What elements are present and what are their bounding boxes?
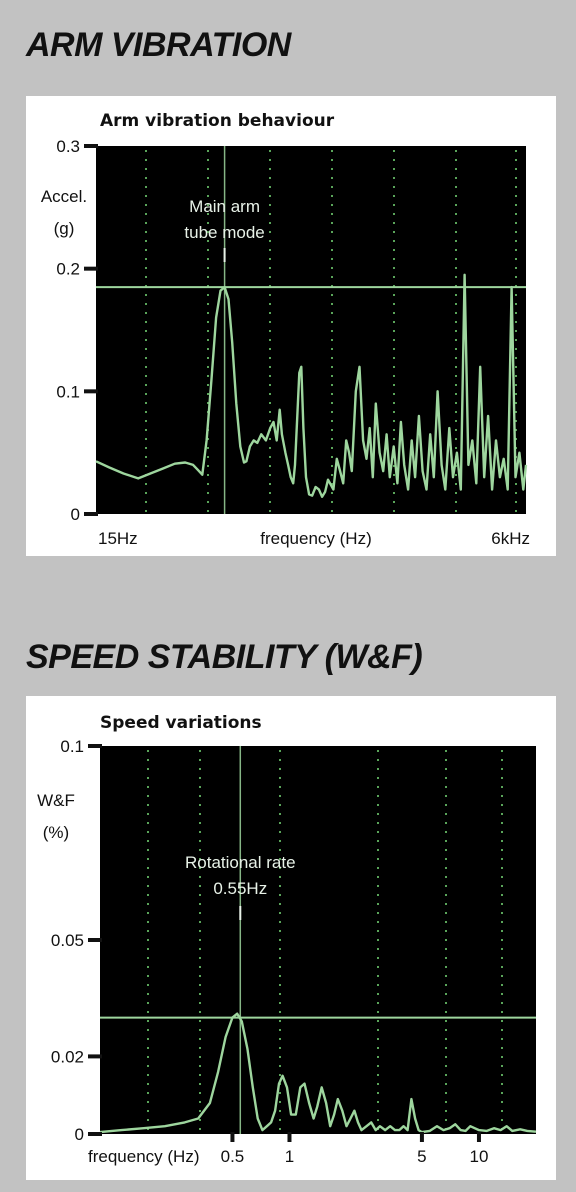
y-tick-label-2: 0.05 xyxy=(51,931,84,950)
annotation-line-1: tube mode xyxy=(184,223,264,242)
arm-vibration-panel: Main arm tube mode Arm vibration behaviour… xyxy=(26,96,556,556)
x-tick-label-3: 10 xyxy=(469,1147,488,1166)
y-tick-label-0: 0 xyxy=(71,505,80,524)
x-tick-3 xyxy=(476,1132,481,1142)
annotation-line-1: 0.55Hz xyxy=(213,879,267,898)
y-tick-2 xyxy=(88,938,102,942)
y-axis-label-line-1: (g) xyxy=(54,219,75,238)
x-tick-label-1: 6kHz xyxy=(491,529,530,548)
y-tick-label-3: 0.1 xyxy=(60,737,84,756)
y-tick-label-2: 0.2 xyxy=(56,260,80,279)
series-trace xyxy=(95,273,528,498)
y-axis-label-line-1: (%) xyxy=(43,823,69,842)
section-title-arm-vibration: ARM VIBRATION xyxy=(26,26,291,64)
speed-variations-panel: Rotational rate 0.55Hz Speed variations 0 0.… xyxy=(26,696,556,1180)
x-tick-2 xyxy=(419,1132,424,1142)
x-tick-label-2: 5 xyxy=(417,1147,426,1166)
y-tick-3 xyxy=(88,744,102,748)
section-title-speed-stability: SPEED STABILITY (W&F) xyxy=(26,638,423,676)
y-tick-0 xyxy=(84,512,98,516)
y-tick-label-3: 0.3 xyxy=(56,137,80,156)
x-tick-1 xyxy=(287,1132,292,1142)
y-tick-3 xyxy=(84,144,98,148)
chart-title: Speed variations xyxy=(100,713,262,733)
x-tick-label-0: 15Hz xyxy=(98,529,138,548)
y-axis-label-line-0: Accel. xyxy=(41,187,87,206)
x-axis-label: frequency (Hz) xyxy=(260,529,371,548)
y-tick-2 xyxy=(84,266,98,271)
y-tick-1 xyxy=(84,389,98,394)
plot-area xyxy=(96,146,526,514)
y-tick-label-1: 0.02 xyxy=(51,1047,84,1066)
annotation-line-0: Main arm xyxy=(189,197,260,216)
x-tick-0 xyxy=(230,1132,235,1142)
speed-variations-chart: Rotational rate 0.55Hz Speed variations 0 0.… xyxy=(37,713,537,1166)
x-axis-label: frequency (Hz) xyxy=(88,1147,199,1166)
chart-title: Arm vibration behaviour xyxy=(100,111,335,131)
arm-vibration-chart: Main arm tube mode Arm vibration behaviour… xyxy=(41,111,530,548)
series-trace xyxy=(99,1012,537,1134)
y-tick-label-0: 0 xyxy=(75,1125,84,1144)
annotation-line-0: Rotational rate xyxy=(185,853,296,872)
x-tick-label-0: 0.5 xyxy=(221,1147,245,1166)
y-tick-1 xyxy=(88,1054,102,1059)
y-axis-label-line-0: W&F xyxy=(37,791,75,810)
x-tick-label-1: 1 xyxy=(285,1147,294,1166)
y-tick-label-1: 0.1 xyxy=(56,382,80,401)
plot-area xyxy=(100,746,536,1134)
y-tick-0 xyxy=(88,1132,102,1136)
